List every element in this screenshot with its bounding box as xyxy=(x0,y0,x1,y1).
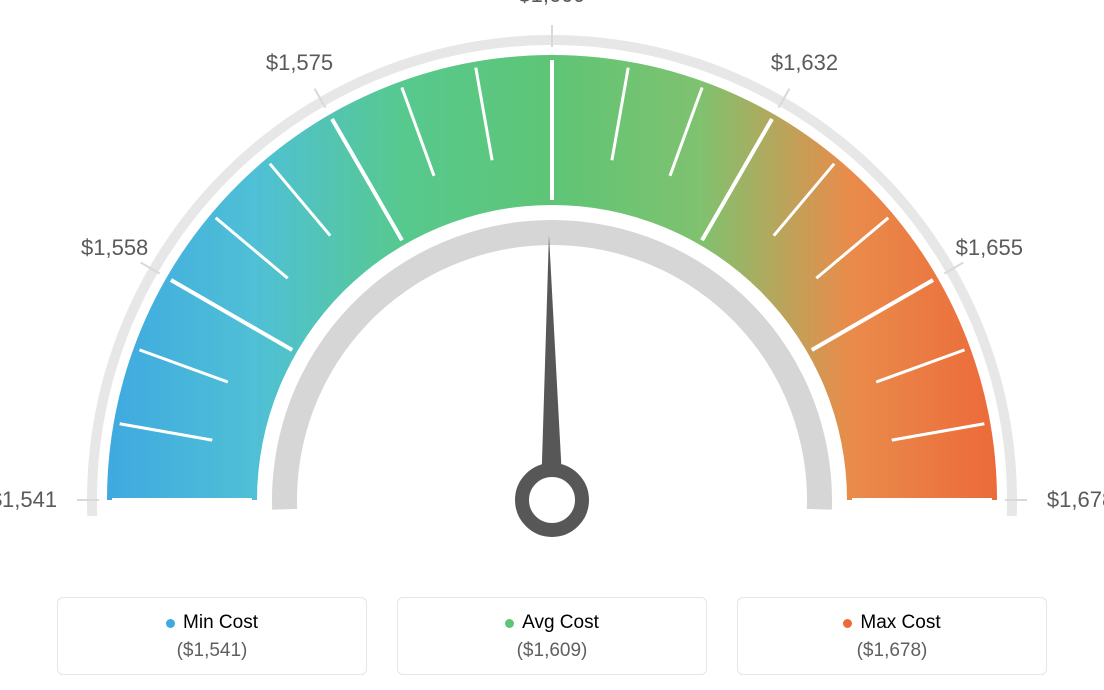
legend-label-max: Max Cost xyxy=(860,612,940,634)
legend-label-avg: Avg Cost xyxy=(522,612,599,634)
dot-icon xyxy=(505,619,514,628)
gauge-tick-label: $1,558 xyxy=(81,235,148,261)
legend-row: Min Cost ($1,541) Avg Cost ($1,609) Max … xyxy=(0,597,1104,675)
legend-value-max: ($1,678) xyxy=(857,640,928,662)
legend-value-min: ($1,541) xyxy=(177,640,248,662)
gauge-tick-label: $1,541 xyxy=(0,487,57,513)
gauge-svg xyxy=(0,0,1104,560)
cost-gauge-infographic: $1,541 $1,558 $1,575 $1,609 $1,632 $1,655 $1,6… xyxy=(0,0,1104,690)
gauge-chart: $1,541 $1,558 $1,575 $1,609 $1,632 $1,655 $1,6… xyxy=(0,0,1104,560)
legend-card-max: Max Cost ($1,678) xyxy=(737,597,1047,675)
legend-card-min: Min Cost ($1,541) xyxy=(57,597,367,675)
gauge-tick-label: $1,609 xyxy=(518,0,585,8)
legend-title-avg: Avg Cost xyxy=(505,612,599,634)
legend-title-min: Min Cost xyxy=(166,612,258,634)
gauge-tick-label: $1,632 xyxy=(771,50,838,76)
legend-card-avg: Avg Cost ($1,609) xyxy=(397,597,707,675)
dot-icon xyxy=(843,619,852,628)
gauge-tick-label: $1,575 xyxy=(266,50,333,76)
gauge-tick-label: $1,678 xyxy=(1047,487,1104,513)
legend-label-min: Min Cost xyxy=(183,612,258,634)
gauge-tick-label: $1,655 xyxy=(956,235,1023,261)
legend-title-max: Max Cost xyxy=(843,612,940,634)
dot-icon xyxy=(166,619,175,628)
legend-value-avg: ($1,609) xyxy=(517,640,588,662)
